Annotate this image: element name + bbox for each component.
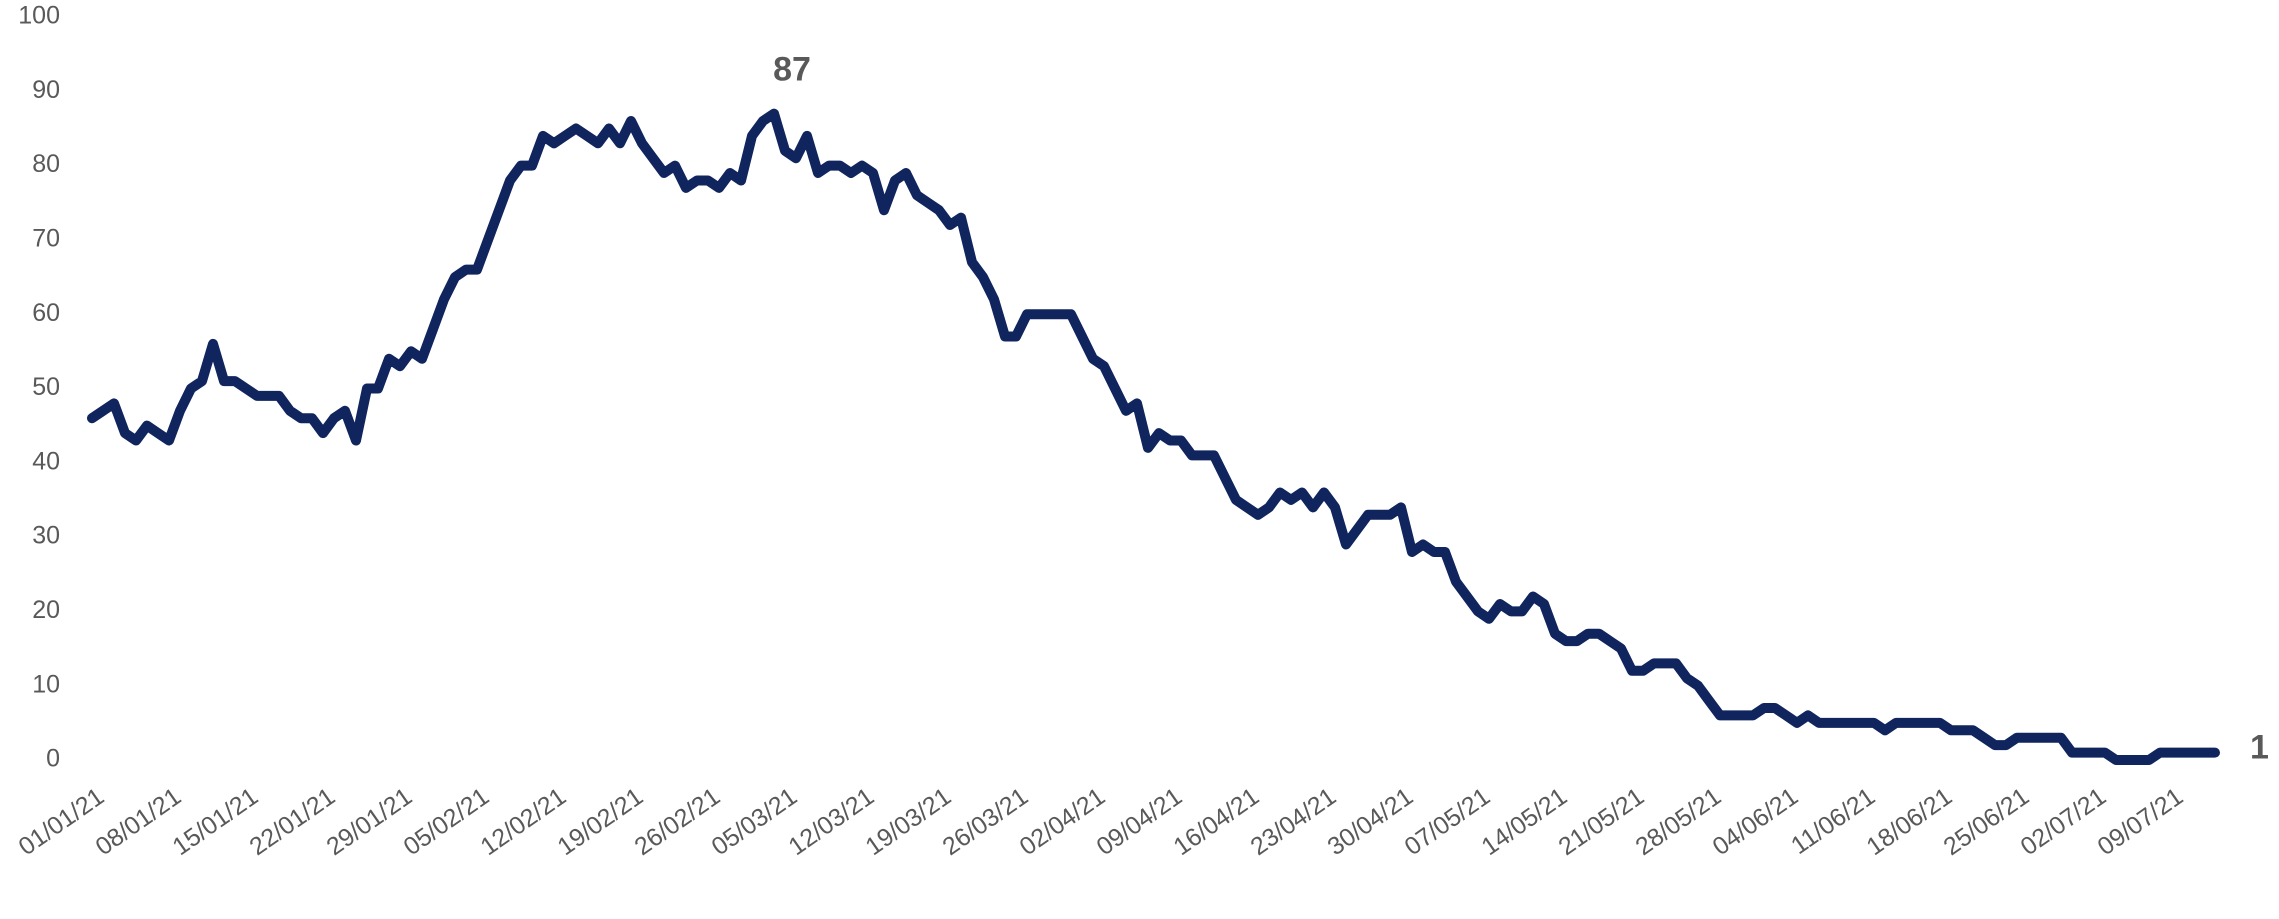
x-tick-label: 26/02/21 bbox=[629, 782, 725, 861]
y-tick-label: 30 bbox=[32, 522, 60, 550]
x-tick-label: 01/01/21 bbox=[13, 782, 109, 861]
x-tick-label: 28/05/21 bbox=[1630, 782, 1726, 861]
x-tick-label: 25/06/21 bbox=[1938, 782, 2034, 861]
end-label: 1 bbox=[2250, 729, 2269, 767]
x-tick-label: 21/05/21 bbox=[1553, 782, 1649, 861]
y-tick-label: 10 bbox=[32, 670, 60, 698]
y-tick-label: 50 bbox=[32, 373, 60, 401]
x-tick-label: 09/04/21 bbox=[1091, 782, 1187, 861]
x-tick-label: 18/06/21 bbox=[1861, 782, 1957, 861]
peak-label: 87 bbox=[773, 51, 811, 89]
x-tick-label: 04/06/21 bbox=[1707, 782, 1803, 861]
x-tick-label: 19/02/21 bbox=[552, 782, 648, 861]
y-tick-label: 90 bbox=[32, 76, 60, 104]
y-tick-label: 80 bbox=[32, 150, 60, 178]
x-tick-label: 05/02/21 bbox=[398, 782, 494, 861]
y-tick-label: 60 bbox=[32, 299, 60, 327]
x-tick-label: 19/03/21 bbox=[860, 782, 956, 861]
y-tick-label: 40 bbox=[32, 447, 60, 475]
x-tick-label: 23/04/21 bbox=[1245, 782, 1341, 861]
x-tick-label: 12/03/21 bbox=[783, 782, 879, 861]
x-tick-label: 22/01/21 bbox=[244, 782, 340, 861]
x-tick-label: 15/01/21 bbox=[167, 782, 263, 861]
x-tick-label: 07/05/21 bbox=[1399, 782, 1495, 861]
x-tick-label: 11/06/21 bbox=[1786, 782, 1880, 860]
x-tick-label: 26/03/21 bbox=[937, 782, 1033, 861]
x-tick-label: 08/01/21 bbox=[90, 782, 186, 861]
x-tick-label: 02/07/21 bbox=[2015, 782, 2111, 861]
x-tick-label: 29/01/21 bbox=[321, 782, 417, 861]
x-tick-label: 12/02/21 bbox=[475, 782, 571, 861]
x-tick-label: 16/04/21 bbox=[1168, 782, 1264, 861]
x-tick-label: 14/05/21 bbox=[1476, 782, 1572, 861]
y-tick-label: 20 bbox=[32, 596, 60, 624]
x-tick-label: 09/07/21 bbox=[2092, 782, 2188, 861]
x-tick-label: 02/04/21 bbox=[1014, 782, 1110, 861]
x-tick-label: 30/04/21 bbox=[1322, 782, 1418, 861]
x-tick-label: 05/03/21 bbox=[706, 782, 802, 861]
y-tick-label: 100 bbox=[18, 2, 60, 30]
y-tick-label: 70 bbox=[32, 225, 60, 253]
series-line bbox=[87, 108, 2220, 765]
y-tick-label: 0 bbox=[46, 745, 60, 773]
